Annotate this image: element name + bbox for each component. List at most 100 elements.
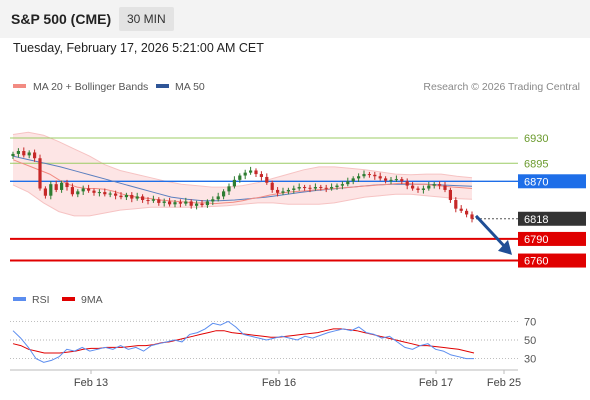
candle-body xyxy=(362,174,366,177)
support-tag xyxy=(518,231,586,246)
candle-body xyxy=(243,172,247,176)
candle-body xyxy=(432,184,436,186)
bollinger-upper-line xyxy=(12,131,473,188)
candle-body xyxy=(438,184,442,186)
candle-body xyxy=(427,185,431,189)
candle-body xyxy=(286,189,290,192)
candle-body xyxy=(60,182,64,190)
resistance-label: 6895 xyxy=(524,158,548,170)
candle-body xyxy=(205,201,209,206)
candle-body xyxy=(108,193,112,195)
candle-body xyxy=(313,187,317,189)
candle-body xyxy=(265,176,269,183)
ma20-legend-label: MA 20 + Bollinger Bands xyxy=(33,81,148,93)
timestamp: Tuesday, February 17, 2026 5:21:00 AM CE… xyxy=(13,41,264,55)
last-price-label: 6818 xyxy=(524,214,548,226)
pivot-tag xyxy=(518,174,586,189)
rsi-ma-legend-label: 9MA xyxy=(81,294,103,306)
candle-body xyxy=(151,199,155,201)
candle-body xyxy=(335,185,339,188)
candle-body xyxy=(33,152,37,159)
candle-body xyxy=(87,188,91,191)
candle-body xyxy=(270,182,274,190)
candle-body xyxy=(303,187,307,189)
candle-body xyxy=(249,170,253,173)
candle-body xyxy=(141,196,145,201)
candle-body xyxy=(454,200,458,209)
x-tick-label: Feb 25 xyxy=(487,377,521,389)
candle-body xyxy=(378,176,382,179)
rsi-line xyxy=(12,320,474,363)
price-chart: 6930 6895 6870 6818 6790 6760 xyxy=(10,131,586,268)
rsi-legend-swatch xyxy=(13,297,26,301)
candle-body xyxy=(157,199,161,203)
rsi-tick-label: 30 xyxy=(524,354,536,366)
candle-body xyxy=(92,190,96,193)
forecast-arrow-shaft xyxy=(474,214,506,247)
candle-body xyxy=(227,186,231,192)
candle-body xyxy=(38,158,42,189)
candle-body xyxy=(400,179,404,182)
candle-body xyxy=(81,188,85,192)
candle-body xyxy=(373,174,377,177)
candle-body xyxy=(168,201,172,205)
candle-body xyxy=(389,179,393,181)
candle-body xyxy=(384,178,388,181)
candle-body xyxy=(130,194,134,199)
ma50-line xyxy=(12,155,473,202)
x-tick-label: Feb 13 xyxy=(74,377,108,389)
candle-body xyxy=(216,196,220,200)
candle-body xyxy=(346,181,350,185)
candle-body xyxy=(70,187,74,195)
candle-body xyxy=(200,203,204,206)
forecast-arrow-head xyxy=(498,239,512,255)
candle-body xyxy=(470,214,474,219)
rsi-ma-legend-swatch xyxy=(62,297,75,301)
candle-body xyxy=(281,191,285,193)
candle-body xyxy=(254,170,258,175)
candle-body xyxy=(238,175,242,180)
bollinger-lower-line xyxy=(12,184,473,217)
support-tag xyxy=(518,253,586,268)
ma20-legend-swatch xyxy=(13,84,26,88)
x-axis-ticks: Feb 13 Feb 16 Feb 17 Feb 25 xyxy=(74,370,521,389)
candle-body xyxy=(178,202,182,204)
support-label: 6790 xyxy=(524,234,548,246)
candle-body xyxy=(405,181,409,186)
candle-body xyxy=(103,192,107,195)
candle-body xyxy=(259,174,263,177)
rsi-ma-line xyxy=(12,328,475,354)
candle-body xyxy=(76,191,80,195)
candle-body xyxy=(276,189,280,193)
timeframe-badge[interactable]: 30 MIN xyxy=(119,7,174,31)
candle-body xyxy=(394,179,398,181)
candle-body xyxy=(173,202,177,205)
last-price-tag xyxy=(518,211,586,226)
candle-body xyxy=(421,188,425,190)
rsi-tick-label: 70 xyxy=(524,316,536,328)
ma50-legend-label: MA 50 xyxy=(175,81,205,93)
candle-body xyxy=(135,196,139,199)
candle-body xyxy=(124,194,128,198)
candle-body xyxy=(367,174,371,176)
x-tick-label: Feb 16 xyxy=(262,377,296,389)
candle-body xyxy=(184,201,188,204)
resistance-label: 6930 xyxy=(524,133,548,145)
candle-body xyxy=(146,200,150,202)
candle-body xyxy=(232,179,236,187)
candle-body xyxy=(308,187,312,189)
candle-body xyxy=(119,195,123,198)
candle-body xyxy=(297,187,301,189)
candle-body xyxy=(211,199,215,202)
candle-body xyxy=(11,153,15,157)
candle-body xyxy=(27,152,31,156)
candle-body xyxy=(443,185,447,190)
candle-body xyxy=(97,192,101,194)
candle-body xyxy=(459,208,463,211)
header-bar: S&P 500 (CME) 30 MIN xyxy=(0,0,590,38)
candle-body xyxy=(195,203,199,206)
candle-body xyxy=(16,151,20,154)
support-label: 6760 xyxy=(524,256,548,268)
symbol-title: S&P 500 (CME) xyxy=(11,11,112,27)
